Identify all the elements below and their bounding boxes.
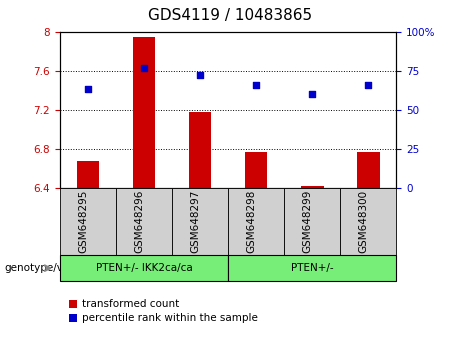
Text: PTEN+/-: PTEN+/- [291,263,334,273]
Text: transformed count: transformed count [82,299,179,309]
Text: GSM648295: GSM648295 [78,189,88,253]
Bar [133,37,155,188]
Text: GSM648298: GSM648298 [246,189,256,253]
Bar [245,152,267,188]
Bar [357,152,379,188]
Point [253,82,260,88]
Text: GSM648297: GSM648297 [190,189,200,253]
Point [140,65,148,70]
Point [365,82,372,88]
Bar [189,112,211,188]
Bar [301,186,324,188]
Bar [77,161,99,188]
Point [84,87,92,92]
Text: percentile rank within the sample: percentile rank within the sample [82,313,258,323]
Point [309,91,316,97]
Text: PTEN+/- IKK2ca/ca: PTEN+/- IKK2ca/ca [96,263,192,273]
Point [196,73,204,78]
Text: GSM648296: GSM648296 [134,189,144,253]
Text: genotype/variation: genotype/variation [5,263,104,273]
Text: GSM648299: GSM648299 [302,189,313,253]
Text: GSM648300: GSM648300 [358,190,368,253]
Text: GDS4119 / 10483865: GDS4119 / 10483865 [148,8,313,23]
